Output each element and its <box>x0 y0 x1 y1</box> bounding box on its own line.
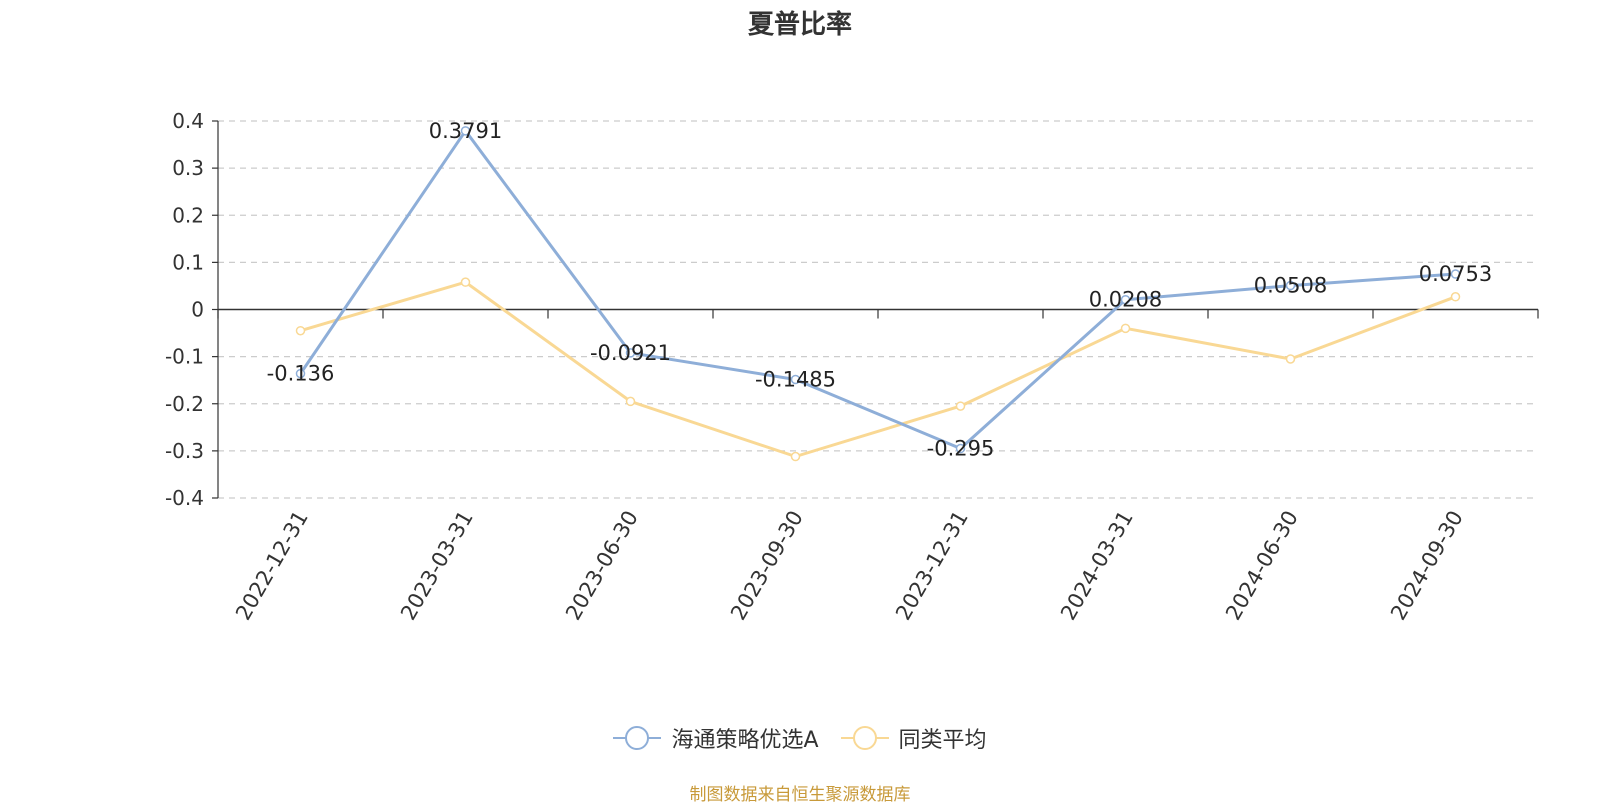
y-tick-label: -0.3 <box>165 439 204 463</box>
data-point <box>625 348 636 358</box>
y-tick-label: -0.4 <box>165 486 204 510</box>
legend-item[interactable]: 海通策略优选A <box>613 722 819 754</box>
y-tick-label: -0.2 <box>165 392 204 416</box>
data-label: -0.1485 <box>755 367 836 391</box>
data-point <box>460 126 471 136</box>
data-point <box>1450 292 1461 302</box>
y-tick-label: 0.2 <box>172 203 204 227</box>
x-tick-label: 2024-03-31 <box>1056 507 1138 625</box>
legend: 海通策略优选A 同类平均 <box>0 722 1600 754</box>
series-lines <box>299 129 1457 458</box>
data-point <box>295 325 306 336</box>
x-tick-label: 2023-12-31 <box>891 507 973 625</box>
data-point <box>1450 269 1461 279</box>
data-point <box>1120 294 1131 305</box>
axes: 0.4 0.3 0.2 0.1 0 -0.1 -0.2 -0.3 -0.4 2022-12-31 2… <box>165 109 1539 625</box>
legend-line-circle-icon <box>840 726 889 750</box>
x-tick-label: 2024-06-30 <box>1221 507 1303 625</box>
data-point <box>295 368 306 379</box>
x-tick-label: 2022-12-31 <box>231 507 313 625</box>
series-line <box>300 280 1457 458</box>
series-line <box>299 129 1456 450</box>
data-point <box>1285 280 1296 291</box>
data-point <box>625 396 636 407</box>
legend-item[interactable]: 同类平均 <box>840 722 987 754</box>
data-label: 0.0753 <box>1419 262 1492 286</box>
y-tick-label: 0.4 <box>172 109 204 133</box>
data-labels: -0.136 0.3791 -0.0921 -0.1485 -0.295 0.0208 0.… <box>267 119 1493 461</box>
x-tick-label: 2024-09-30 <box>1386 507 1468 625</box>
legend-line-circle-icon <box>613 726 662 750</box>
chart-title: 夏普比率 <box>747 10 852 40</box>
series-points <box>295 126 1461 462</box>
x-tick-label: 2023-09-30 <box>726 507 808 625</box>
y-tick-label: 0.1 <box>172 250 204 274</box>
x-tick-label: 2023-03-31 <box>396 507 478 625</box>
legend-label: 海通策略优选A <box>671 728 819 753</box>
data-label: 0.0508 <box>1254 274 1327 298</box>
y-tick-label: 0.3 <box>172 156 204 180</box>
y-tick-label: -0.1 <box>165 345 204 369</box>
data-label: -0.0921 <box>590 341 671 365</box>
data-point <box>790 374 801 385</box>
y-tick-label: 0 <box>191 298 204 322</box>
data-label: -0.136 <box>267 362 335 386</box>
data-label: 0.0208 <box>1089 288 1162 312</box>
data-label: -0.295 <box>927 437 995 461</box>
data-point <box>790 451 801 462</box>
gridlines <box>218 120 1538 499</box>
data-point <box>1285 354 1296 364</box>
data-point <box>460 277 471 287</box>
data-point <box>955 443 966 454</box>
source-note: 制图数据来自恒生聚源数据库 <box>689 785 911 805</box>
data-point <box>1120 323 1131 334</box>
x-tick-label: 2023-06-30 <box>561 507 643 625</box>
data-label: 0.3791 <box>429 119 502 143</box>
legend-label: 同类平均 <box>898 728 987 753</box>
data-point <box>955 401 966 411</box>
